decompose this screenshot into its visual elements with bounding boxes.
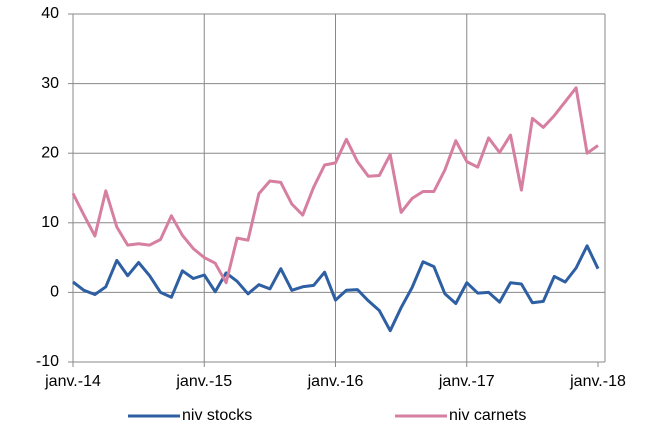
- series-line: [72, 244, 600, 333]
- y-tick-label: 0: [50, 284, 59, 301]
- x-tick-label: janv.-14: [44, 373, 101, 390]
- y-tick-label: 30: [41, 75, 59, 92]
- y-tick-label: 40: [41, 5, 59, 22]
- series-line: [71, 86, 599, 285]
- y-tick-label: 20: [41, 144, 59, 161]
- legend-label: niv carnets: [449, 407, 526, 424]
- x-tick-label: janv.-17: [438, 373, 495, 390]
- x-tick-label: janv.-15: [175, 373, 232, 390]
- y-tick-label: 10: [41, 214, 59, 231]
- legend-label: niv stocks: [182, 407, 252, 424]
- y-tick-label: -10: [36, 353, 59, 370]
- x-tick-label: janv.-16: [307, 373, 364, 390]
- x-tick-label: janv.-18: [569, 373, 626, 390]
